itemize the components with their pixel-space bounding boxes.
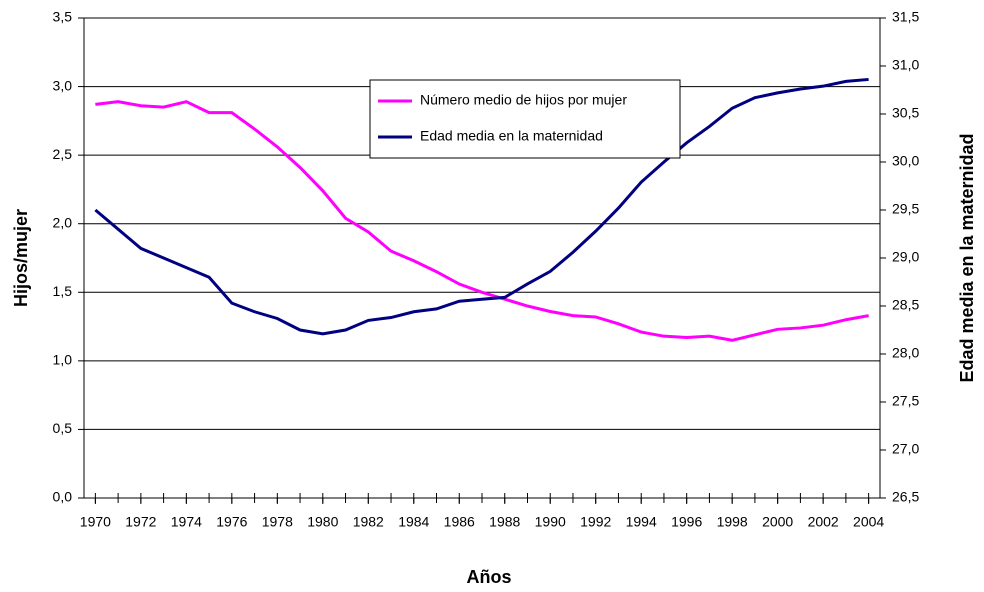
- x-tick-label: 1976: [216, 514, 247, 530]
- y-tick-label: 2,5: [53, 146, 73, 162]
- x-axis-title: Años: [467, 567, 512, 587]
- y2-tick-label: 27,5: [892, 393, 919, 409]
- y2-tick-label: 26,5: [892, 489, 919, 505]
- y-tick-label: 3,0: [53, 77, 73, 93]
- legend-box: [369, 79, 681, 159]
- x-tick-label: 2002: [808, 514, 839, 530]
- x-tick-label: 1980: [307, 514, 338, 530]
- y2-tick-label: 29,5: [892, 201, 919, 217]
- y2-tick-label: 29,0: [892, 249, 919, 265]
- y2-tick-label: 30,0: [892, 153, 919, 169]
- y-tick-label: 3,5: [53, 9, 73, 25]
- x-tick-label: 1978: [262, 514, 293, 530]
- y-tick-label: 2,0: [53, 214, 73, 230]
- x-tick-label: 1998: [717, 514, 748, 530]
- y2-tick-label: 28,0: [892, 345, 919, 361]
- x-tick-label: 1970: [80, 514, 111, 530]
- y-tick-label: 1,0: [53, 352, 73, 368]
- x-tick-label: 1990: [535, 514, 566, 530]
- y2-axis-title: Edad media en la maternidad: [957, 133, 977, 382]
- y2-tick-label: 27,0: [892, 441, 919, 457]
- y2-tick-label: 31,5: [892, 9, 919, 25]
- x-tick-label: 2004: [853, 514, 884, 530]
- x-tick-label: 1984: [398, 514, 429, 530]
- y-tick-label: 0,5: [53, 420, 73, 436]
- x-tick-label: 1988: [489, 514, 520, 530]
- x-tick-label: 1986: [444, 514, 475, 530]
- x-tick-label: 1974: [171, 514, 202, 530]
- y2-tick-label: 30,5: [892, 105, 919, 121]
- y-axis-title: Hijos/mujer: [11, 209, 31, 307]
- y-tick-label: 1,5: [53, 283, 73, 299]
- legend-label: Edad media en la maternidad: [420, 128, 603, 144]
- y2-tick-label: 31,0: [892, 57, 919, 73]
- y-tick-label: 0,0: [53, 489, 73, 505]
- x-tick-label: 1996: [671, 514, 702, 530]
- series-line: [95, 100, 869, 342]
- x-tick-label: 1972: [125, 514, 156, 530]
- x-tick-label: 2000: [762, 514, 793, 530]
- y2-tick-label: 28,5: [892, 297, 919, 313]
- x-tick-label: 1994: [626, 514, 657, 530]
- x-tick-label: 1992: [580, 514, 611, 530]
- series-line: [94, 77, 869, 336]
- legend-label: Número medio de hijos por mujer: [420, 92, 627, 108]
- x-tick-label: 1982: [353, 514, 384, 530]
